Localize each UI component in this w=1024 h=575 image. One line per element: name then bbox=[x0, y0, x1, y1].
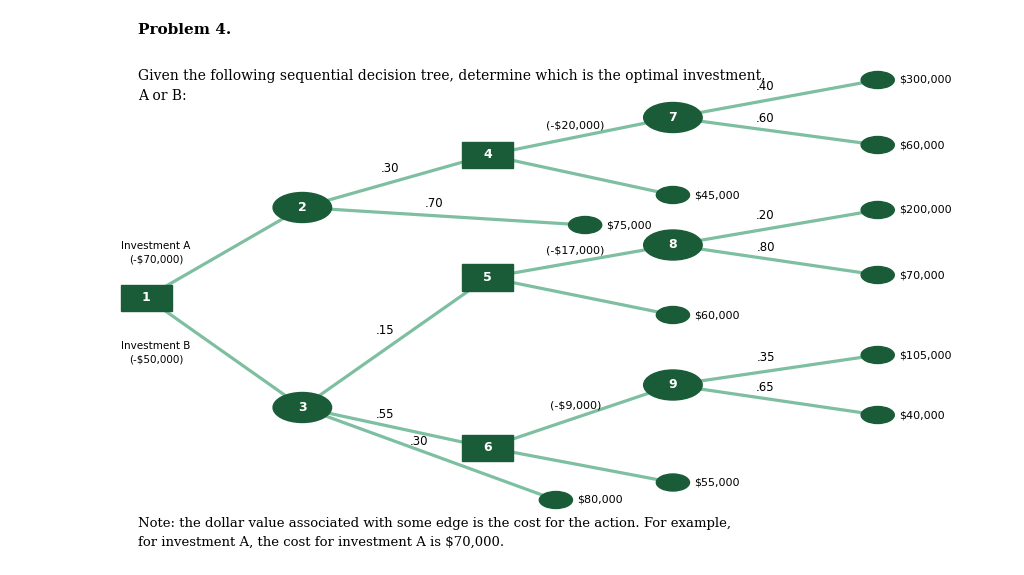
FancyBboxPatch shape bbox=[462, 435, 513, 461]
Text: $80,000: $80,000 bbox=[578, 495, 623, 505]
Text: .80: .80 bbox=[757, 241, 775, 254]
Circle shape bbox=[568, 217, 602, 233]
Text: $60,000: $60,000 bbox=[694, 310, 740, 320]
Text: .30: .30 bbox=[381, 162, 399, 175]
Text: .35: .35 bbox=[757, 351, 775, 364]
Circle shape bbox=[656, 306, 689, 324]
Circle shape bbox=[861, 71, 894, 89]
Text: 2: 2 bbox=[298, 201, 307, 214]
Text: .30: .30 bbox=[410, 435, 429, 448]
Circle shape bbox=[273, 393, 332, 423]
Text: .40: .40 bbox=[757, 80, 775, 93]
Text: $300,000: $300,000 bbox=[899, 75, 951, 85]
FancyBboxPatch shape bbox=[462, 264, 513, 290]
Text: Note: the dollar value associated with some edge is the cost for the action. For: Note: the dollar value associated with s… bbox=[138, 518, 731, 549]
Text: Investment A
(-$70,000): Investment A (-$70,000) bbox=[122, 241, 190, 264]
Text: .55: .55 bbox=[376, 408, 394, 421]
Text: 7: 7 bbox=[669, 111, 677, 124]
Text: Investment B
(-$50,000): Investment B (-$50,000) bbox=[122, 341, 190, 364]
Text: 6: 6 bbox=[483, 441, 492, 454]
Text: $45,000: $45,000 bbox=[694, 190, 740, 200]
Text: $55,000: $55,000 bbox=[694, 477, 740, 488]
Circle shape bbox=[861, 407, 894, 424]
Text: $40,000: $40,000 bbox=[899, 410, 945, 420]
Circle shape bbox=[540, 492, 572, 508]
Circle shape bbox=[644, 102, 702, 132]
Text: 5: 5 bbox=[483, 271, 492, 284]
Text: 4: 4 bbox=[483, 148, 492, 162]
Text: $75,000: $75,000 bbox=[606, 220, 652, 230]
Circle shape bbox=[861, 266, 894, 283]
Text: .15: .15 bbox=[376, 324, 394, 336]
Text: $105,000: $105,000 bbox=[899, 350, 951, 360]
Circle shape bbox=[656, 474, 689, 491]
Text: .65: .65 bbox=[757, 381, 775, 394]
Text: (-$9,000): (-$9,000) bbox=[550, 400, 601, 410]
Text: .20: .20 bbox=[757, 209, 775, 221]
Circle shape bbox=[861, 201, 894, 218]
Text: .70: .70 bbox=[425, 197, 443, 210]
Text: 3: 3 bbox=[298, 401, 306, 414]
Text: $70,000: $70,000 bbox=[899, 270, 945, 280]
Text: 1: 1 bbox=[142, 291, 151, 304]
Circle shape bbox=[273, 193, 332, 223]
Circle shape bbox=[861, 347, 894, 363]
Text: $200,000: $200,000 bbox=[899, 205, 951, 215]
Text: Given the following sequential decision tree, determine which is the optimal inv: Given the following sequential decision … bbox=[138, 69, 766, 102]
Circle shape bbox=[861, 136, 894, 154]
Text: .60: .60 bbox=[757, 112, 775, 125]
Circle shape bbox=[644, 370, 702, 400]
FancyBboxPatch shape bbox=[121, 285, 172, 310]
Text: $60,000: $60,000 bbox=[899, 140, 945, 150]
Text: (-$20,000): (-$20,000) bbox=[546, 120, 604, 131]
Circle shape bbox=[656, 186, 689, 204]
Text: 8: 8 bbox=[669, 239, 677, 251]
FancyBboxPatch shape bbox=[462, 142, 513, 168]
Text: 9: 9 bbox=[669, 378, 677, 392]
Circle shape bbox=[644, 230, 702, 260]
Text: (-$17,000): (-$17,000) bbox=[546, 246, 604, 255]
Text: Problem 4.: Problem 4. bbox=[138, 23, 231, 37]
